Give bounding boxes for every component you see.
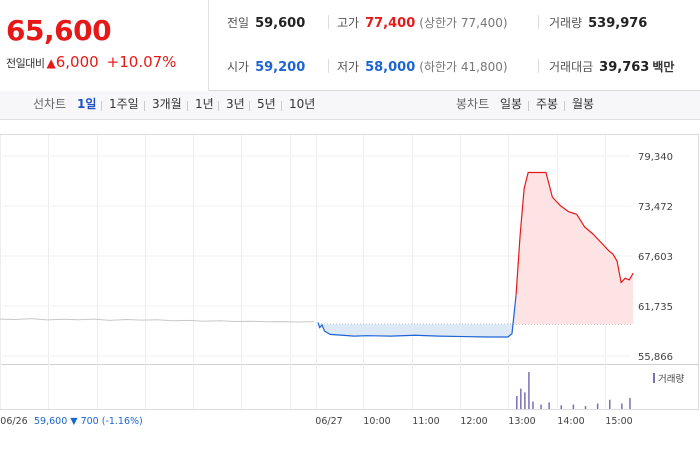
stat-volume: 거래량 539,976	[549, 14, 647, 32]
stat-value: 539,976	[588, 16, 648, 31]
period-10y[interactable]: 10년	[289, 97, 316, 111]
period-3m[interactable]: 3개월	[152, 97, 182, 111]
volume-bar	[520, 388, 522, 409]
divider	[328, 15, 329, 29]
volume-bar	[629, 397, 631, 409]
volume-bar	[548, 402, 550, 409]
divider	[328, 59, 329, 73]
period-1d[interactable]: 1일	[77, 97, 97, 111]
upper-limit: (상한가 77,400)	[419, 16, 508, 30]
divider	[281, 101, 282, 111]
y-tick-label: 67,603	[638, 252, 673, 263]
volume-bar	[609, 399, 611, 409]
stats-panel: 전일 59,600 고가 77,400 (상한가 77,400) 거래량 539,976…	[210, 0, 700, 91]
x-tick-label: 12:00	[460, 416, 487, 427]
period-bar: 선차트 1일 1주일 3개월 1년 3년 5년 10년 봉차트 일봉 주봉 월봉	[0, 91, 700, 120]
stat-label: 고가	[337, 16, 360, 30]
stat-label: 저가	[337, 60, 360, 74]
price-line-up	[515, 171, 634, 296]
current-price: 65,600	[6, 14, 112, 47]
volume-bar	[584, 406, 587, 409]
x-tick-label: 10:00	[363, 416, 390, 427]
volume-bar	[572, 404, 575, 409]
divider	[538, 15, 539, 29]
down-area-fill	[318, 295, 517, 337]
x-tick-label: 13:00	[508, 416, 535, 427]
x-tick-label: 11:00	[412, 416, 439, 427]
y-tick-label: 79,340	[638, 152, 673, 163]
line-chart-label: 선차트	[33, 97, 67, 111]
change-value: 6,000	[55, 53, 99, 71]
volume-bar	[524, 392, 526, 409]
up-area-fill	[516, 172, 634, 325]
up-triangle-icon: ▲	[46, 56, 56, 70]
lower-limit: (하한가 41,800)	[419, 60, 508, 74]
stat-value: 59,200	[255, 60, 306, 75]
price-line-down	[317, 295, 517, 338]
volume-legend-label: 거래량	[658, 373, 684, 385]
stat-high: 고가 77,400 (상한가 77,400)	[337, 14, 508, 32]
stat-low: 저가 58,000 (하한가 41,800)	[337, 58, 508, 76]
divider	[187, 101, 188, 111]
volume-bar	[560, 405, 562, 409]
quote-header: 65,600 전일대비 ▲6,000 +10.07% 전일 59,600 고가 77,4…	[0, 0, 700, 91]
change-label: 전일대비	[6, 57, 45, 70]
stat-value: 58,000	[365, 60, 416, 75]
stat-unit: 백만	[652, 60, 675, 74]
volume-bar	[532, 401, 534, 409]
divider	[218, 101, 219, 111]
stat-label: 거래량	[549, 16, 583, 30]
price-chart[interactable]: 거래량 79,340 73,472 67,603 61,735 55,866 06/26 06…	[0, 120, 700, 450]
divider	[101, 101, 102, 111]
period-1y[interactable]: 1년	[195, 97, 214, 111]
stat-amount: 거래대금 39,763 백만	[549, 58, 674, 76]
volume-bar	[516, 396, 518, 409]
divider	[538, 59, 539, 73]
period-1w[interactable]: 1주일	[109, 97, 139, 111]
x-tick-label: 06/27	[315, 416, 342, 427]
y-tick-label: 73,472	[638, 202, 673, 213]
divider	[249, 101, 250, 111]
stat-prev-close: 전일 59,600	[227, 14, 305, 32]
divider	[564, 101, 565, 111]
volume-bar	[596, 403, 599, 409]
stat-label: 거래대금	[549, 60, 594, 74]
candle-weekly[interactable]: 주봉	[536, 97, 559, 111]
y-tick-label: 61,735	[638, 302, 673, 313]
prev-day-line	[0, 318, 315, 323]
change-percent: +10.07%	[106, 53, 177, 71]
stat-open: 시가 59,200	[227, 58, 305, 76]
price-block: 65,600 전일대비 ▲6,000 +10.07%	[0, 0, 209, 91]
price-change: 전일대비 ▲6,000 +10.07%	[6, 53, 176, 71]
period-5y[interactable]: 5년	[257, 97, 276, 111]
divider	[528, 101, 529, 111]
y-tick-label: 55,866	[638, 352, 673, 363]
period-3y[interactable]: 3년	[226, 97, 245, 111]
x-tick-label: 14:00	[557, 416, 584, 427]
stat-value: 77,400	[365, 16, 416, 31]
volume-bar	[621, 403, 623, 409]
x-tick-label: 15:00	[605, 416, 632, 427]
candle-daily[interactable]: 일봉	[500, 97, 523, 111]
stat-label: 시가	[227, 60, 250, 74]
prev-day-note: 59,600 ▼ 700 (-1.16%)	[34, 416, 143, 427]
stat-value: 59,600	[255, 16, 306, 31]
x-tick-label: 06/26	[0, 416, 27, 427]
candle-chart-label: 봉차트	[456, 97, 490, 111]
stat-value: 39,763	[599, 60, 650, 75]
divider	[144, 101, 145, 111]
candle-monthly[interactable]: 월봉	[572, 97, 595, 111]
volume-bar	[528, 372, 530, 409]
volume-bar	[540, 404, 542, 409]
stat-label: 전일	[227, 16, 250, 30]
volume-legend-swatch	[653, 373, 655, 383]
